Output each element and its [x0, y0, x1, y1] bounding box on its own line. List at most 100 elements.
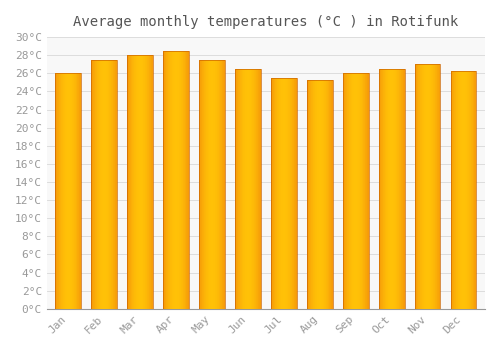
- Bar: [236, 69, 237, 309]
- Bar: [453, 71, 454, 309]
- Bar: [109, 60, 110, 309]
- Bar: [311, 80, 312, 309]
- Bar: [450, 71, 451, 309]
- Bar: [380, 69, 382, 309]
- Bar: [140, 55, 141, 309]
- Bar: [353, 74, 354, 309]
- Bar: [294, 78, 295, 309]
- Bar: [397, 69, 398, 309]
- Bar: [392, 69, 393, 309]
- Bar: [461, 71, 462, 309]
- Bar: [221, 60, 222, 309]
- Bar: [425, 64, 426, 309]
- Bar: [323, 80, 324, 309]
- Bar: [79, 74, 80, 309]
- Bar: [246, 69, 248, 309]
- Bar: [289, 78, 290, 309]
- Bar: [352, 74, 353, 309]
- Bar: [464, 71, 466, 309]
- Bar: [239, 69, 240, 309]
- Bar: [188, 51, 189, 309]
- Bar: [280, 78, 281, 309]
- Bar: [362, 74, 363, 309]
- Bar: [459, 71, 460, 309]
- Bar: [78, 74, 79, 309]
- Bar: [283, 78, 284, 309]
- Bar: [65, 74, 66, 309]
- Bar: [343, 74, 368, 309]
- Bar: [128, 55, 153, 309]
- Bar: [468, 71, 469, 309]
- Bar: [130, 55, 131, 309]
- Bar: [430, 64, 431, 309]
- Bar: [314, 80, 316, 309]
- Bar: [432, 64, 434, 309]
- Bar: [273, 78, 274, 309]
- Bar: [152, 55, 153, 309]
- Bar: [429, 64, 430, 309]
- Bar: [77, 74, 78, 309]
- Bar: [206, 60, 207, 309]
- Bar: [455, 71, 456, 309]
- Bar: [184, 51, 185, 309]
- Bar: [420, 64, 421, 309]
- Bar: [186, 51, 187, 309]
- Bar: [292, 78, 293, 309]
- Bar: [135, 55, 136, 309]
- Bar: [424, 64, 425, 309]
- Bar: [250, 69, 251, 309]
- Bar: [62, 74, 63, 309]
- Bar: [423, 64, 424, 309]
- Bar: [185, 51, 186, 309]
- Bar: [199, 60, 200, 309]
- Bar: [414, 64, 440, 309]
- Bar: [164, 51, 165, 309]
- Bar: [358, 74, 359, 309]
- Bar: [417, 64, 418, 309]
- Title: Average monthly temperatures (°C ) in Rotifunk: Average monthly temperatures (°C ) in Ro…: [74, 15, 458, 29]
- Bar: [457, 71, 458, 309]
- Bar: [396, 69, 397, 309]
- Bar: [348, 74, 349, 309]
- Bar: [111, 60, 112, 309]
- Bar: [394, 69, 395, 309]
- Bar: [145, 55, 146, 309]
- Bar: [170, 51, 171, 309]
- Bar: [69, 74, 70, 309]
- Bar: [310, 80, 311, 309]
- Bar: [398, 69, 400, 309]
- Bar: [254, 69, 255, 309]
- Bar: [295, 78, 296, 309]
- Bar: [56, 74, 82, 309]
- Bar: [456, 71, 457, 309]
- Bar: [165, 51, 166, 309]
- Bar: [331, 80, 332, 309]
- Bar: [356, 74, 357, 309]
- Bar: [364, 74, 365, 309]
- Bar: [257, 69, 258, 309]
- Bar: [63, 74, 64, 309]
- Bar: [454, 71, 455, 309]
- Bar: [139, 55, 140, 309]
- Bar: [419, 64, 420, 309]
- Bar: [60, 74, 62, 309]
- Bar: [296, 78, 297, 309]
- Bar: [388, 69, 389, 309]
- Bar: [136, 55, 137, 309]
- Bar: [327, 80, 328, 309]
- Bar: [400, 69, 402, 309]
- Bar: [241, 69, 242, 309]
- Bar: [438, 64, 439, 309]
- Bar: [402, 69, 404, 309]
- Bar: [308, 80, 309, 309]
- Bar: [258, 69, 259, 309]
- Bar: [309, 80, 310, 309]
- Bar: [74, 74, 75, 309]
- Bar: [64, 74, 65, 309]
- Bar: [288, 78, 289, 309]
- Bar: [176, 51, 177, 309]
- Bar: [458, 71, 459, 309]
- Bar: [220, 60, 221, 309]
- Bar: [271, 78, 272, 309]
- Bar: [66, 74, 67, 309]
